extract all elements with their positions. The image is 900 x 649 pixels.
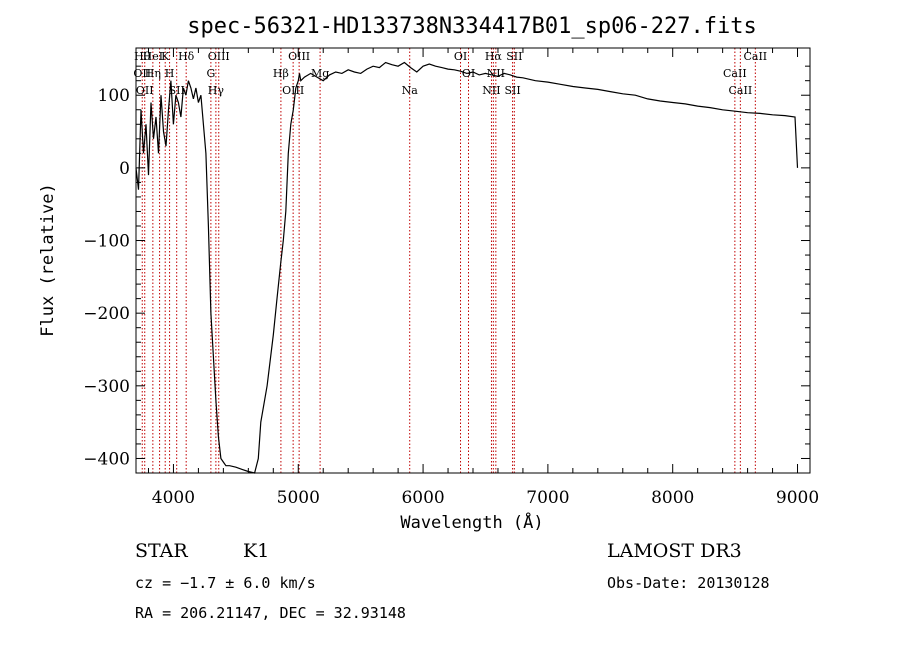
survey-name: LAMOST DR3 xyxy=(607,540,742,562)
y-tick-label--200: −200 xyxy=(83,304,130,324)
line-label-10-0: OIII xyxy=(208,50,230,63)
line-label-24-0: CaII xyxy=(729,84,753,97)
object-class: STAR xyxy=(135,540,188,562)
line-label-21-0: SII xyxy=(504,84,520,97)
redshift-cz: cz = −1.7 ± 6.0 km/s xyxy=(135,574,316,592)
spectral-line-markers xyxy=(141,48,756,473)
line-label-13-0: OIII xyxy=(288,50,310,63)
line-label-16-0: OI xyxy=(454,50,467,63)
plot-frame xyxy=(135,47,811,474)
object-subclass: K1 xyxy=(243,540,270,562)
x-tick-label-9000: 9000 xyxy=(776,488,819,508)
line-label-8-0: G xyxy=(206,67,215,80)
y-axis-label: Flux (relative) xyxy=(38,183,58,337)
line-label-15-0: Na xyxy=(402,84,419,97)
x-axis: 4000 5000 6000 7000 8000 9000 xyxy=(147,48,819,508)
x-axis-label: Wavelength (Å) xyxy=(400,511,543,533)
line-label-23-0: CaII xyxy=(723,67,747,80)
line-label-14-0: Mg xyxy=(311,67,329,80)
line-label-2-0: HeI xyxy=(143,50,163,63)
y-tick-label--100: −100 xyxy=(83,232,130,252)
line-label-22-0: SII xyxy=(506,50,522,63)
chart-title: spec-56321-HD133738N334417B01_sp06-227.f… xyxy=(187,14,757,39)
line-label-9-0: Hγ xyxy=(208,84,225,97)
line-label-19-0: Hα xyxy=(485,50,503,63)
line-label-17-0: OI xyxy=(462,67,475,80)
line-label-12-0: OIII xyxy=(282,84,304,97)
line-label-0-1: OII xyxy=(133,67,151,80)
line-label-0-0: Hθ xyxy=(134,50,151,63)
spectral-line-labels: HθOIIOIIHeIHηKHSIIHδGHγOIIIHβOIIIOIIIMgN… xyxy=(133,50,767,97)
line-label-6-0: SII xyxy=(169,84,185,97)
y-tick-label--400: −400 xyxy=(83,449,130,469)
line-label-20-0: NII xyxy=(487,67,505,80)
x-tick-label-8000: 8000 xyxy=(651,488,694,508)
line-label-2-1: Hη xyxy=(145,67,161,80)
line-label-5-0: H xyxy=(165,67,175,80)
y-tick-label--300: −300 xyxy=(83,377,130,397)
y-tick-label-100: 100 xyxy=(98,86,130,106)
x-tick-label-5000: 5000 xyxy=(277,488,320,508)
coordinates: RA = 206.21147, DEC = 32.93148 xyxy=(135,604,406,622)
spectrum-chart: spec-56321-HD133738N334417B01_sp06-227.f… xyxy=(38,14,819,533)
x-tick-label-7000: 7000 xyxy=(526,488,569,508)
y-tick-label-0: 0 xyxy=(119,159,130,179)
line-label-7-0: Hδ xyxy=(178,50,195,63)
line-label-4-0: K xyxy=(161,50,170,63)
line-label-11-0: Hβ xyxy=(273,67,289,80)
y-axis: −400 −300 −200 −100 0 100 xyxy=(83,65,810,469)
spectrum-line xyxy=(135,61,799,474)
line-label-25-0: CaII xyxy=(743,50,767,63)
observation-date: Obs-Date: 20130128 xyxy=(607,574,770,592)
x-tick-label-4000: 4000 xyxy=(152,488,195,508)
x-tick-label-6000: 6000 xyxy=(401,488,444,508)
line-label-1-0: OII xyxy=(136,84,154,97)
line-label-18-0: NII xyxy=(482,84,500,97)
